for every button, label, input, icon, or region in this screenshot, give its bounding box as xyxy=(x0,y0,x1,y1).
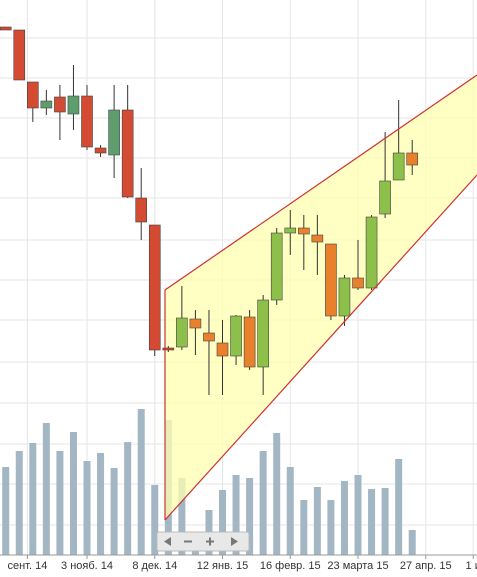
volume-bar xyxy=(381,488,389,555)
candle-body xyxy=(352,277,364,289)
candle-body xyxy=(148,224,161,351)
x-tick-label: сент. 14 xyxy=(7,560,47,572)
x-tick-label: 8 дек. 14 xyxy=(132,560,177,572)
volume-bar xyxy=(286,467,294,555)
candle-body xyxy=(257,299,269,368)
candle-body xyxy=(216,342,229,357)
volume-bar xyxy=(219,490,227,555)
candle-body xyxy=(203,332,215,342)
x-tick-label: 12 янв. 15 xyxy=(197,560,249,572)
volume-bar xyxy=(354,475,362,555)
candle-body xyxy=(0,26,12,31)
candle-body xyxy=(243,316,256,368)
channel-fill xyxy=(165,75,477,520)
volume-bar xyxy=(56,451,64,555)
volume-bar xyxy=(300,500,308,555)
volume-bar xyxy=(259,451,267,555)
candle-body xyxy=(176,317,188,348)
volume-bar xyxy=(313,487,321,555)
x-tick-label: 1 и xyxy=(466,560,477,572)
volume-bar xyxy=(151,485,159,555)
volume-bar xyxy=(42,423,50,555)
candle-body xyxy=(121,109,134,198)
volume-bar xyxy=(15,451,23,555)
zoom-out[interactable] xyxy=(184,540,192,543)
candle-body xyxy=(379,180,391,215)
candle-body xyxy=(406,152,419,166)
volume-bar xyxy=(69,432,77,555)
candle-body xyxy=(311,234,324,243)
volume-bar xyxy=(83,461,91,555)
candle-body xyxy=(392,152,405,181)
candle-body xyxy=(338,277,351,317)
candle-body xyxy=(230,315,242,357)
candle-body xyxy=(81,95,93,148)
candle-body xyxy=(54,96,66,113)
scroll-right[interactable] xyxy=(231,537,238,546)
candle-layer xyxy=(0,26,419,395)
x-tick-label: 3 нояб. 14 xyxy=(61,560,113,572)
x-labels: сент. 14 3 нояб. 14 8 дек. 14 12 янв. 15 16 … xyxy=(7,555,477,572)
candle-body xyxy=(284,227,297,234)
scroll-controls xyxy=(156,531,250,552)
volume-bar xyxy=(408,530,416,555)
volume-bar xyxy=(178,478,186,555)
volume-bar xyxy=(395,459,403,555)
candle-body xyxy=(108,109,120,156)
x-tick-label: 16 февр. 15 xyxy=(260,560,321,572)
volume-bar xyxy=(124,442,132,555)
candle-body xyxy=(298,227,310,235)
candle-body xyxy=(135,197,148,223)
lower-trendline xyxy=(164,174,477,521)
volume-bar xyxy=(232,475,240,555)
volume-bar xyxy=(137,409,145,555)
candle-body xyxy=(162,347,175,351)
volume-bar xyxy=(97,453,105,555)
volume-bar xyxy=(368,489,376,555)
volume-bar xyxy=(2,467,10,555)
candle-body xyxy=(325,243,337,317)
upper-trendline xyxy=(164,74,477,291)
candle-body xyxy=(13,29,26,81)
x-tick-label: 23 марта 15 xyxy=(327,560,388,572)
scroll-left[interactable] xyxy=(164,537,171,546)
volume-bar xyxy=(110,468,118,555)
x-tick-label: 27 апр. 15 xyxy=(400,560,452,572)
volume-bar xyxy=(273,433,281,555)
volume-bar xyxy=(340,481,348,555)
candle-body xyxy=(189,318,202,329)
candle-body xyxy=(270,232,283,301)
scroll-bar xyxy=(156,531,250,552)
zoom-in[interactable] xyxy=(206,537,214,546)
candle-body xyxy=(27,81,39,109)
volume-bar xyxy=(246,478,254,555)
candle-body xyxy=(365,216,378,289)
volume-bar xyxy=(327,500,335,555)
candle-body xyxy=(94,147,107,154)
volume-bar xyxy=(29,443,37,555)
candle-body xyxy=(40,100,53,109)
candle-body xyxy=(67,95,80,115)
